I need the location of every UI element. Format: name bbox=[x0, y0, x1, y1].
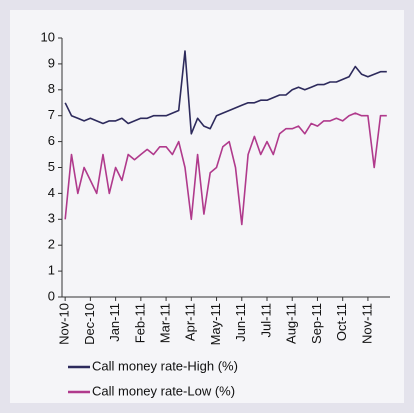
y-tick-label: 6 bbox=[48, 133, 55, 148]
y-tick-label: 7 bbox=[48, 107, 55, 122]
panel bbox=[10, 10, 404, 403]
series-line bbox=[64, 50, 387, 135]
x-tick-label: May-11 bbox=[208, 303, 223, 345]
y-tick-label: 1 bbox=[48, 263, 55, 278]
y-tick-label: 5 bbox=[48, 159, 55, 174]
x-tick-label: Jul-11 bbox=[258, 303, 273, 337]
y-tick-label: 8 bbox=[48, 81, 55, 96]
x-tick-label: Nov-10 bbox=[57, 303, 72, 345]
y-tick-label: 9 bbox=[48, 55, 55, 70]
x-tick-label: Dec-10 bbox=[82, 303, 97, 345]
y-tick-label: 2 bbox=[48, 237, 55, 252]
legend-label: Call money rate-High (%) bbox=[92, 358, 238, 373]
y-tick-label: 10 bbox=[41, 29, 55, 44]
x-tick-label: Oct-11 bbox=[334, 303, 349, 341]
x-tick-label: Nov-11 bbox=[359, 303, 374, 344]
x-tick-label: Jan-11 bbox=[107, 303, 122, 342]
x-tick-label: Jun-11 bbox=[233, 303, 248, 342]
x-tick-label: Mar-11 bbox=[158, 303, 173, 343]
y-tick-label: 0 bbox=[48, 288, 55, 303]
y-tick-label: 4 bbox=[48, 185, 55, 200]
x-tick-label: Apr-11 bbox=[183, 303, 198, 341]
series-line bbox=[64, 112, 387, 226]
y-tick-label: 3 bbox=[48, 211, 55, 226]
x-tick-label: Feb-11 bbox=[132, 303, 147, 343]
x-tick-label: Sep-11 bbox=[309, 303, 324, 344]
x-tick-label: Aug-11 bbox=[284, 303, 299, 344]
legend-label: Call money rate-Low (%) bbox=[92, 383, 235, 398]
